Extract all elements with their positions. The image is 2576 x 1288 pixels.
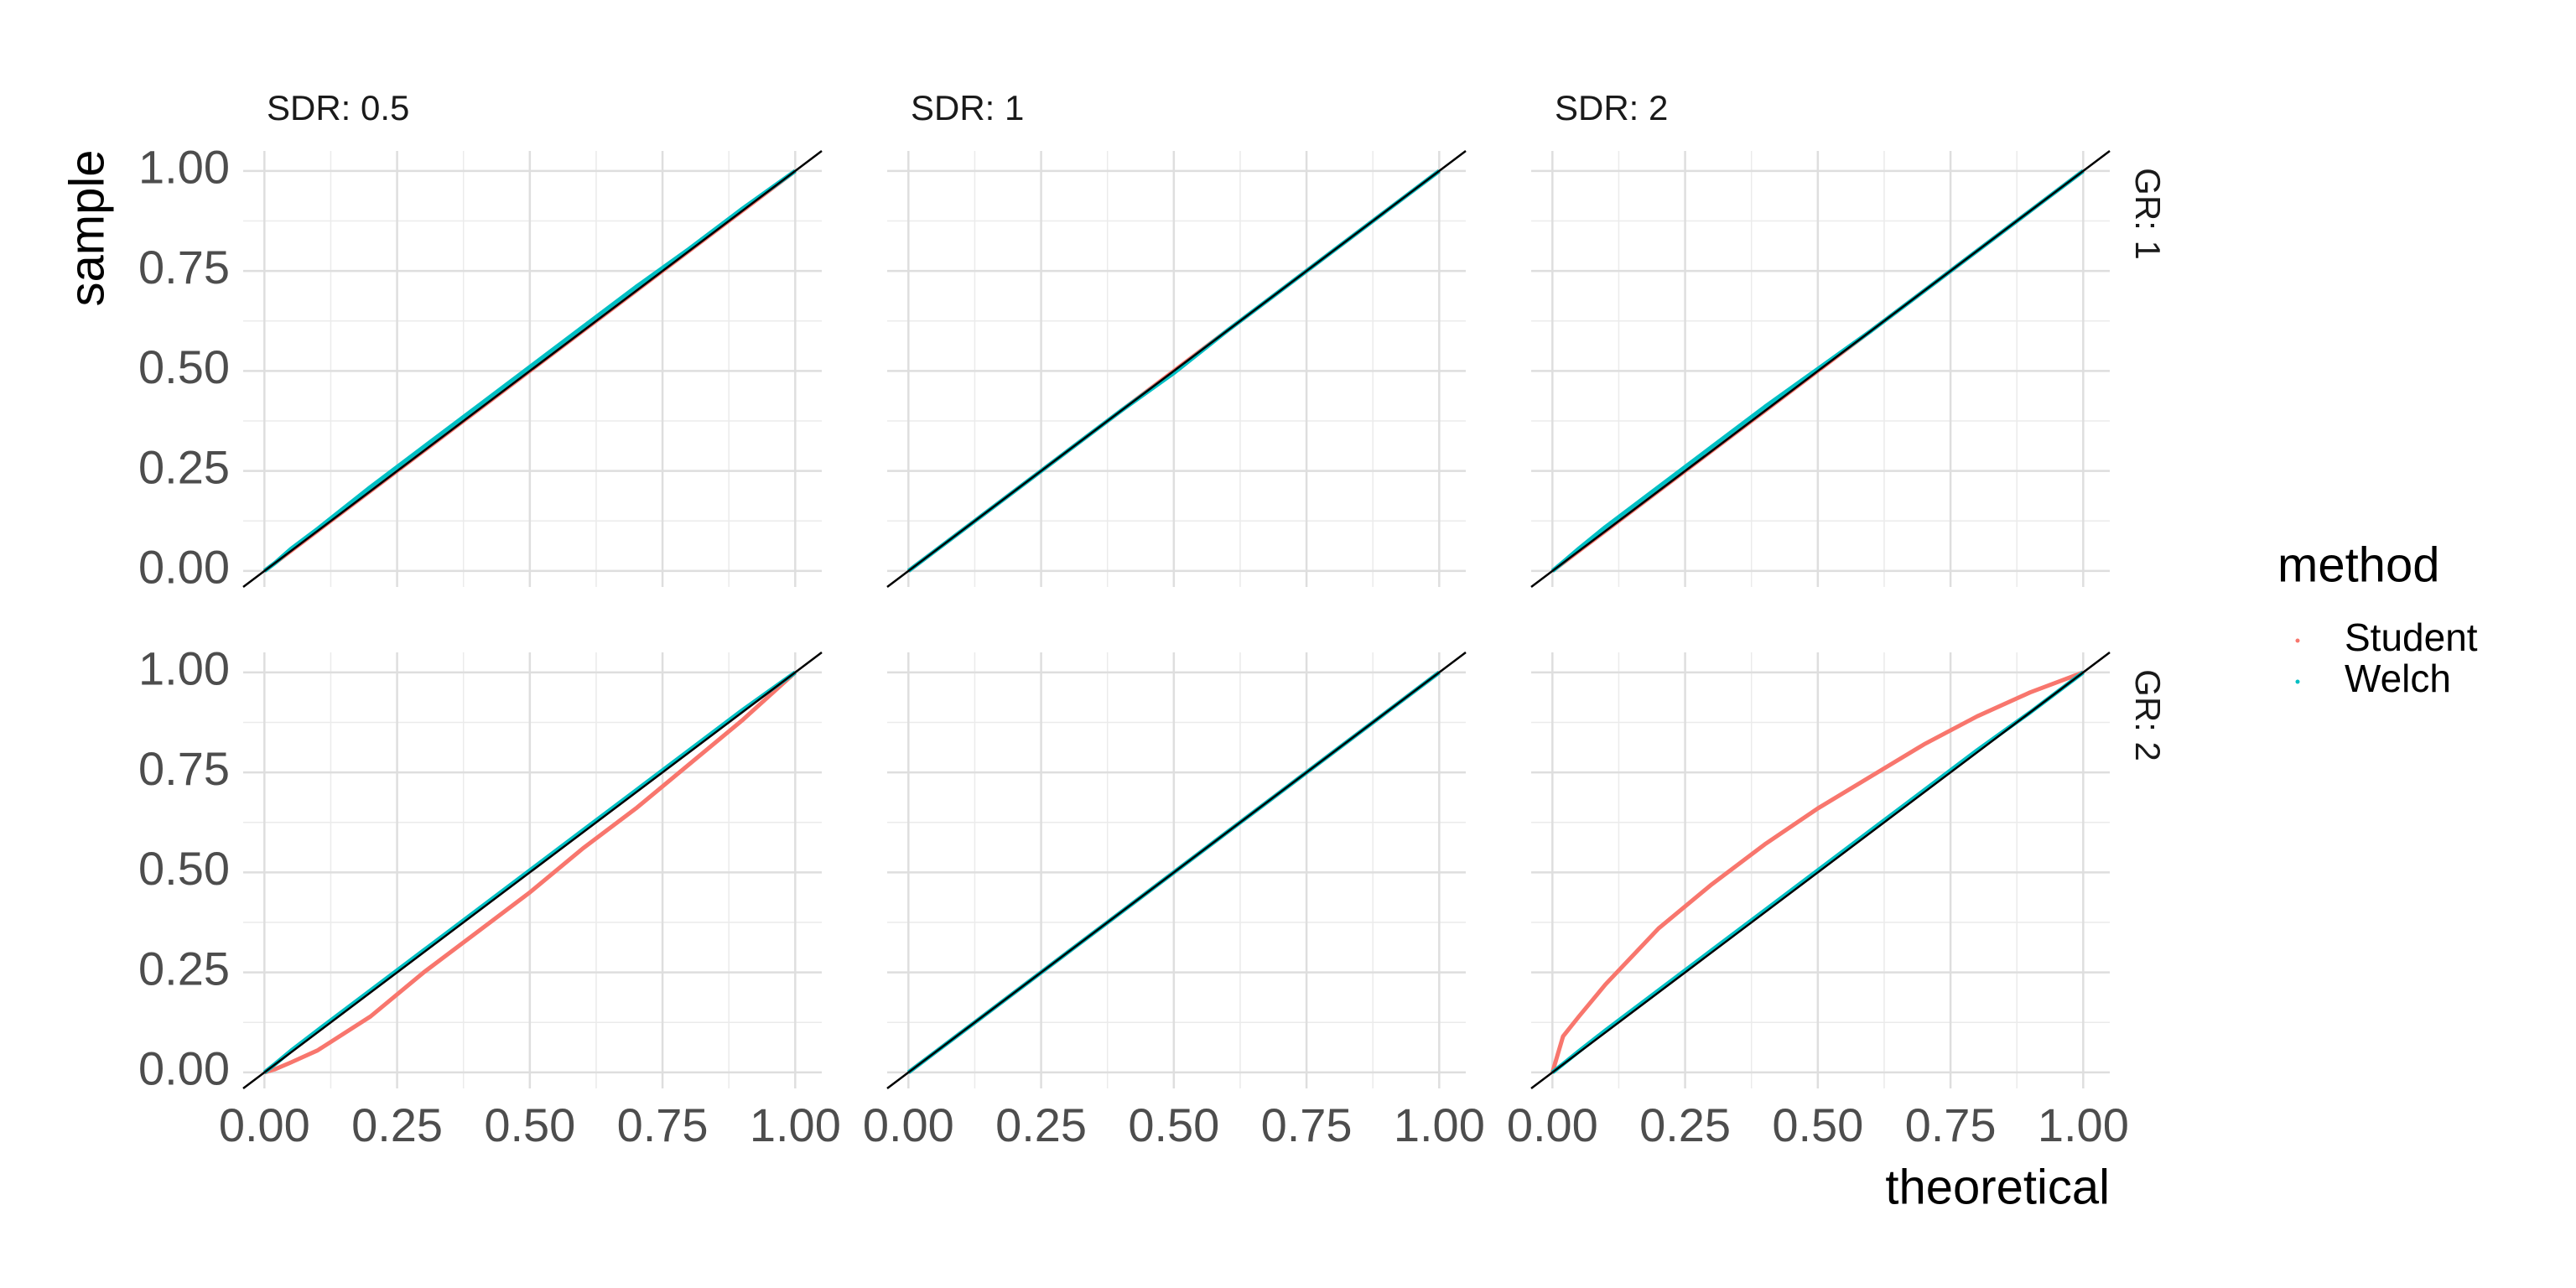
x-tick-label: 0.00 xyxy=(1507,1098,1598,1151)
y-tick-label: 0.00 xyxy=(138,1042,230,1095)
y-tick-label: 1.00 xyxy=(138,141,230,194)
y-tick-label: 0.00 xyxy=(138,541,230,594)
y-tick-label: 0.25 xyxy=(138,440,230,493)
column-strip-label: SDR: 0.5 xyxy=(267,88,409,127)
x-tick-label: 1.00 xyxy=(1394,1098,1485,1151)
y-axis-title: sample xyxy=(60,150,114,307)
row-strip-label: GR: 1 xyxy=(2128,168,2168,260)
y-tick-label: 0.50 xyxy=(138,842,230,895)
x-tick-label: 0.75 xyxy=(1261,1098,1353,1151)
reference-line xyxy=(1530,652,2111,1089)
column-strip-label: SDR: 2 xyxy=(1555,88,1668,127)
x-axis-title: theoretical xyxy=(1885,1160,2110,1214)
data-line xyxy=(262,670,797,1074)
x-tick-label: 0.00 xyxy=(219,1098,310,1151)
x-tick-label: 0.25 xyxy=(995,1098,1087,1151)
legend-label: Student xyxy=(2345,615,2478,659)
x-tick-label: 0.50 xyxy=(484,1098,575,1151)
x-tick-label: 0.25 xyxy=(1639,1098,1731,1151)
column-strip-label: SDR: 1 xyxy=(911,88,1024,127)
y-tick-label: 0.25 xyxy=(138,942,230,995)
x-tick-label: 1.00 xyxy=(2038,1098,2129,1151)
x-tick-label: 0.00 xyxy=(863,1098,954,1151)
data-line xyxy=(263,670,797,1075)
reference-line xyxy=(886,150,1467,588)
y-tick-label: 0.75 xyxy=(138,241,230,293)
y-tick-label: 1.00 xyxy=(138,642,230,695)
legend-label: Welch xyxy=(2345,657,2451,700)
reference-line xyxy=(242,652,823,1089)
legend-swatch xyxy=(2295,679,2300,684)
legend-title: method xyxy=(2277,538,2439,592)
x-tick-label: 0.75 xyxy=(1905,1098,1997,1151)
x-tick-label: 0.75 xyxy=(617,1098,709,1151)
y-tick-label: 0.50 xyxy=(138,340,230,393)
x-tick-label: 0.25 xyxy=(351,1098,443,1151)
reference-line xyxy=(1530,150,2111,588)
x-tick-label: 1.00 xyxy=(750,1098,841,1151)
x-tick-label: 0.50 xyxy=(1128,1098,1219,1151)
y-tick-label: 0.75 xyxy=(138,742,230,795)
legend-swatch xyxy=(2295,638,2300,643)
x-tick-label: 0.50 xyxy=(1772,1098,1863,1151)
reference-line xyxy=(886,652,1467,1089)
data-line xyxy=(262,169,797,573)
reference-line xyxy=(242,150,823,588)
data-line xyxy=(1550,670,2085,1073)
row-strip-label: GR: 2 xyxy=(2128,669,2168,761)
